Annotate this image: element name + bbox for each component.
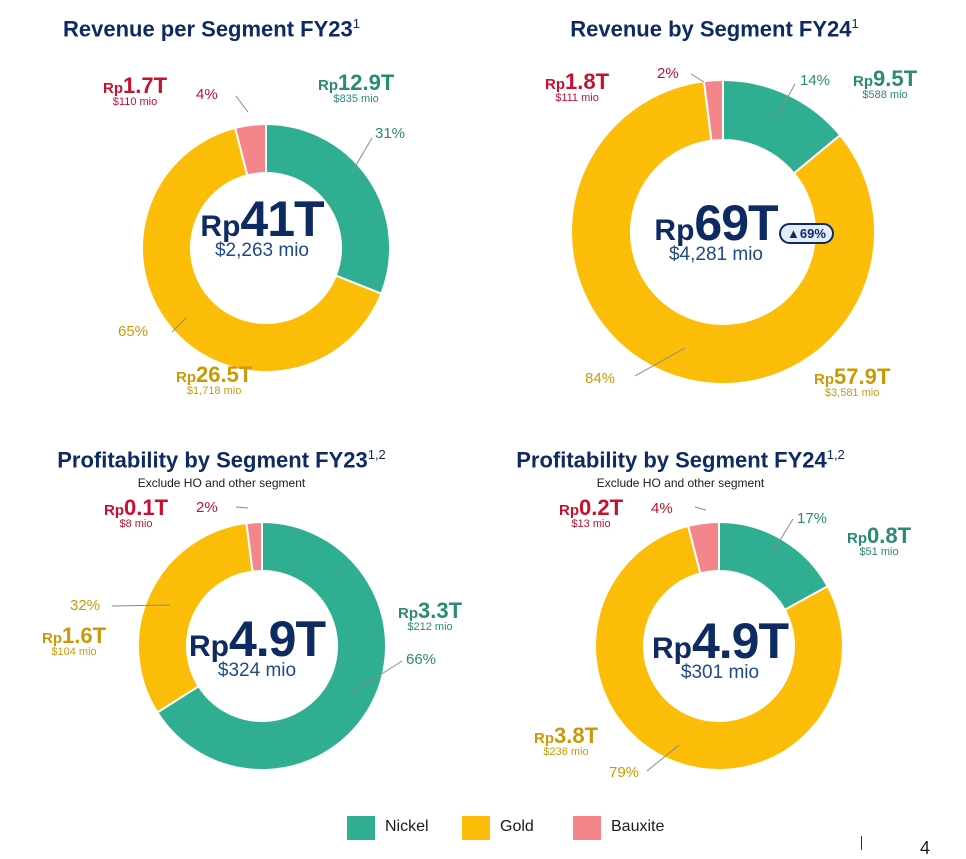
chart-title: Revenue by Segment FY241 bbox=[570, 16, 859, 42]
page-divider bbox=[861, 836, 862, 850]
center-total: Rp4.9T $301 mio bbox=[620, 612, 820, 684]
gold-value-label: Rp3.8T $236 mio bbox=[534, 723, 599, 758]
bauxite-value-label: Rp0.2T $13 mio bbox=[559, 495, 624, 530]
center-usd: $2,263 mio bbox=[214, 240, 309, 261]
bauxite-percent-label: 2% bbox=[657, 65, 679, 82]
nickel-value-label: Rp3.3T $212 mio bbox=[398, 598, 463, 633]
center-usd: $4,281 mio bbox=[668, 244, 763, 265]
chart-revenue-fy24: Revenue by Segment FY241 Rp69T $4,281 mi… bbox=[483, 0, 966, 425]
bauxite-value-label: Rp0.1T $8 mio bbox=[104, 495, 169, 530]
legend-label: Nickel bbox=[385, 818, 429, 835]
slice-bauxite bbox=[233, 122, 267, 177]
leader-line bbox=[235, 95, 249, 113]
legend-swatch bbox=[462, 816, 490, 840]
nickel-percent-label: 66% bbox=[406, 651, 437, 668]
slice-gold bbox=[594, 524, 844, 771]
chart-subtitle: Exclude HO and other segment bbox=[596, 476, 765, 490]
leader-line bbox=[351, 137, 373, 173]
bauxite-percent-label: 4% bbox=[196, 86, 218, 103]
gold-percent-label: 65% bbox=[118, 323, 149, 340]
center-value: 69T bbox=[694, 195, 778, 251]
slice-bauxite bbox=[702, 78, 724, 142]
chart-profitability-fy24: Profitability by Segment FY241,2 Exclude… bbox=[483, 425, 966, 850]
center-usd: $301 mio bbox=[680, 662, 760, 683]
center-prefix: Rp bbox=[188, 630, 229, 663]
nickel-percent-label: 14% bbox=[800, 72, 831, 89]
chart-profitability-fy23: Profitability by Segment FY231,2 Exclude… bbox=[0, 425, 483, 850]
bauxite-value-label: Rp1.7T $110 mio bbox=[103, 73, 168, 108]
legend: Nickel Gold Bauxite bbox=[0, 814, 966, 842]
nickel-value-label: Rp12.9T $835 mio bbox=[318, 70, 395, 105]
leader-line bbox=[646, 744, 680, 772]
center-usd: $324 mio bbox=[217, 660, 297, 681]
leader-line bbox=[111, 604, 171, 607]
legend-swatch bbox=[347, 816, 375, 840]
legend-swatch bbox=[573, 816, 601, 840]
gold-value-label: Rp26.5T $1,718 mio bbox=[176, 362, 253, 397]
slice-bauxite bbox=[245, 520, 263, 573]
slice-nickel bbox=[155, 520, 387, 771]
leader-line bbox=[770, 518, 794, 556]
leader-line bbox=[351, 660, 403, 694]
center-total: Rp69T $4,281 mio bbox=[616, 194, 816, 266]
chart-title: Revenue per Segment FY231 bbox=[62, 16, 360, 42]
bauxite-percent-label: 2% bbox=[196, 499, 218, 516]
gold-value-label: Rp57.9T $3,581 mio bbox=[814, 364, 891, 399]
leader-line bbox=[235, 506, 249, 509]
center-value: 41T bbox=[240, 191, 324, 247]
donut-svg bbox=[594, 506, 844, 772]
slice-gold bbox=[141, 126, 383, 373]
nickel-percent-label: 17% bbox=[797, 510, 828, 527]
slice-gold bbox=[570, 80, 876, 385]
leader-line bbox=[171, 317, 187, 333]
chart-revenue-fy23: Revenue per Segment FY231 Rp41T $2,263 m… bbox=[0, 0, 483, 425]
leader-line bbox=[774, 83, 796, 121]
slice-gold bbox=[137, 521, 254, 714]
nickel-percent-label: 31% bbox=[375, 125, 406, 142]
center-prefix: Rp bbox=[200, 210, 241, 243]
slice-bauxite bbox=[686, 520, 720, 575]
leader-line bbox=[694, 506, 707, 511]
chart-subtitle: Exclude HO and other segment bbox=[137, 476, 306, 490]
bauxite-percent-label: 4% bbox=[651, 500, 673, 517]
gold-value-label: Rp1.6T $104 mio bbox=[42, 623, 107, 658]
center-prefix: Rp bbox=[654, 214, 695, 247]
gold-percent-label: 32% bbox=[70, 597, 101, 614]
growth-badge: ▲69% bbox=[779, 223, 834, 244]
center-value: 4.9T bbox=[691, 613, 789, 669]
donut-svg bbox=[111, 506, 403, 771]
donut-svg bbox=[570, 73, 876, 385]
chart-title: Profitability by Segment FY241,2 bbox=[516, 447, 845, 473]
leader-line bbox=[690, 73, 705, 83]
page-number: 4 bbox=[919, 838, 930, 858]
center-total: Rp4.9T $324 mio bbox=[157, 610, 357, 682]
donut-svg bbox=[141, 95, 391, 373]
legend-label: Bauxite bbox=[611, 818, 665, 835]
nickel-value-label: Rp0.8T $51 mio bbox=[847, 523, 912, 558]
leader-line bbox=[634, 347, 686, 377]
bauxite-value-label: Rp1.8T $111 mio bbox=[545, 69, 610, 104]
slice-nickel bbox=[265, 122, 391, 295]
center-value: 4.9T bbox=[228, 611, 326, 667]
chart-title: Profitability by Segment FY231,2 bbox=[57, 447, 386, 473]
center-prefix: Rp bbox=[651, 632, 692, 665]
center-total: Rp41T $2,263 mio bbox=[162, 190, 362, 262]
gold-percent-label: 84% bbox=[585, 370, 616, 387]
nickel-value-label: Rp9.5T $588 mio bbox=[853, 66, 918, 101]
legend-label: Gold bbox=[500, 818, 534, 835]
gold-percent-label: 79% bbox=[609, 764, 640, 781]
